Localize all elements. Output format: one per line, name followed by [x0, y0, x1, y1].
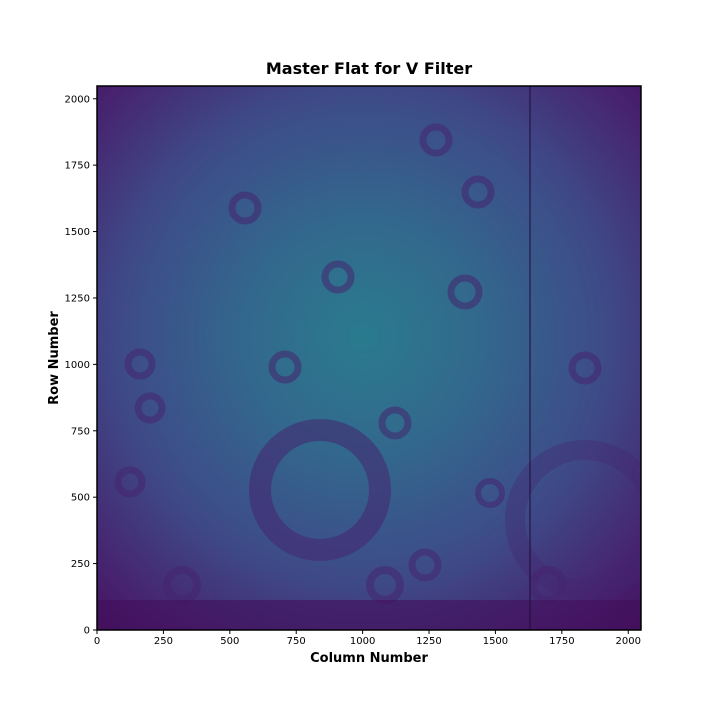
chart-title: Master Flat for V Filter: [266, 59, 472, 78]
x-tick-label: 1000: [350, 636, 375, 647]
y-tick-label: 250: [71, 559, 90, 570]
y-tick-label: 500: [71, 493, 90, 504]
y-tick-label: 1750: [65, 161, 90, 172]
x-tick-label: 500: [220, 636, 239, 647]
x-tick-label: 0: [94, 636, 100, 647]
x-tick-label: 1500: [483, 636, 508, 647]
y-tick-label: 750: [71, 426, 90, 437]
x-tick-label: 750: [287, 636, 306, 647]
y-axis-label: Row Number: [47, 311, 62, 405]
x-tick-label: 2000: [616, 636, 641, 647]
x-tick-label: 1750: [549, 636, 574, 647]
y-tick-label: 1000: [65, 360, 90, 371]
x-tick-label: 250: [154, 636, 173, 647]
y-tick-label: 0: [84, 626, 90, 637]
image: [97, 86, 641, 630]
y-tick-label: 1250: [65, 293, 90, 304]
plot-frame: [96, 85, 642, 631]
x-axis-label: Column Number: [310, 651, 428, 666]
y-tick-label: 2000: [65, 94, 90, 105]
x-tick-label: 1250: [416, 636, 441, 647]
y-tick-label: 1500: [65, 227, 90, 238]
